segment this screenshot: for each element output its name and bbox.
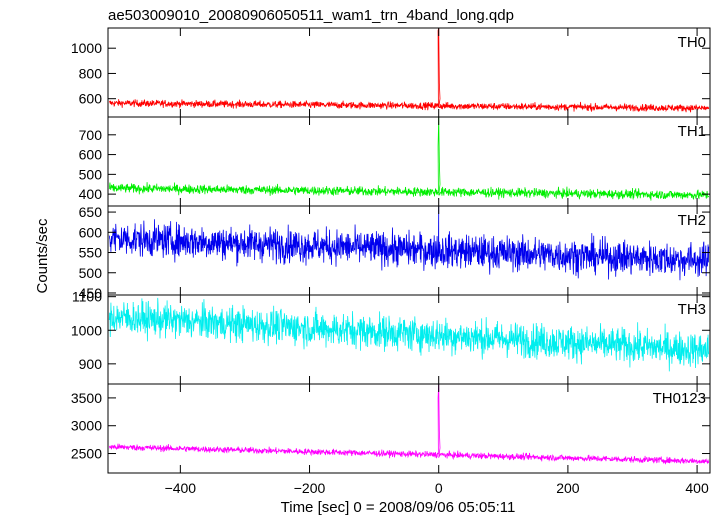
y-tick-label: 450 — [79, 285, 103, 301]
y-axis-title: Counts/sec — [34, 218, 51, 294]
y-tick-label: 2500 — [71, 446, 102, 462]
panel-label-th0123: TH0123 — [653, 390, 706, 407]
panel-label-th1: TH1 — [678, 123, 706, 140]
y-tick-label: 550 — [79, 245, 103, 261]
panel-th3: 900 1000 1100 TH3 — [71, 289, 711, 385]
x-tick-label: −200 — [294, 480, 326, 496]
y-tick-label: 900 — [79, 356, 103, 372]
y-tick-label: 800 — [79, 65, 103, 81]
panel-th1: 400 500 600 700 TH1 — [79, 116, 711, 207]
x-tick-label: 0 — [435, 480, 443, 496]
y-tick-label: 500 — [79, 166, 103, 182]
panel-th2: 450 500 550 600 650 TH2 — [79, 204, 711, 301]
y-tick-label: 600 — [79, 224, 103, 240]
x-tick-label: −400 — [165, 480, 197, 496]
y-tick-label: 400 — [79, 186, 103, 202]
y-tick-label: 500 — [79, 265, 103, 281]
x-tick-label: 400 — [685, 480, 709, 496]
x-axis-title: Time [sec] 0 = 2008/09/06 05:05:11 — [281, 499, 516, 516]
series-line-th0 — [108, 28, 710, 113]
series-line-th0123 — [108, 384, 710, 465]
chart-title: ae503009010_20080906050511_wam1_trn_4ban… — [108, 7, 514, 24]
panel-label-th0: TH0 — [678, 34, 706, 51]
panel-th0: 600 800 1000 TH0 — [71, 27, 711, 118]
y-tick-label: 650 — [79, 204, 103, 220]
y-tick-label: 600 — [79, 147, 103, 163]
series-line-th3 — [108, 297, 710, 372]
panel-label-th2: TH2 — [678, 212, 706, 229]
y-tick-label: 3000 — [71, 418, 102, 434]
y-tick-label: 1000 — [71, 40, 102, 56]
y-tick-label: 1100 — [72, 289, 102, 305]
y-tick-label: 700 — [79, 127, 103, 143]
series-line-th1 — [108, 117, 710, 201]
panel-label-th3: TH3 — [678, 301, 706, 318]
panels: 600 800 1000 TH0 400 500 600 700 TH1 450 500 550 600… — [71, 27, 711, 474]
y-tick-label: 1000 — [71, 322, 102, 338]
series-line-th2 — [108, 206, 710, 281]
x-tick-label: 200 — [556, 480, 580, 496]
y-tick-label: 600 — [79, 91, 103, 107]
panel-th0123: 2500 3000 3500 TH0123 — [71, 383, 711, 474]
panel-frame — [107, 383, 711, 474]
y-tick-label: 3500 — [71, 390, 102, 406]
x-axis-labels: −400 −200 0 200 400 — [165, 480, 709, 496]
